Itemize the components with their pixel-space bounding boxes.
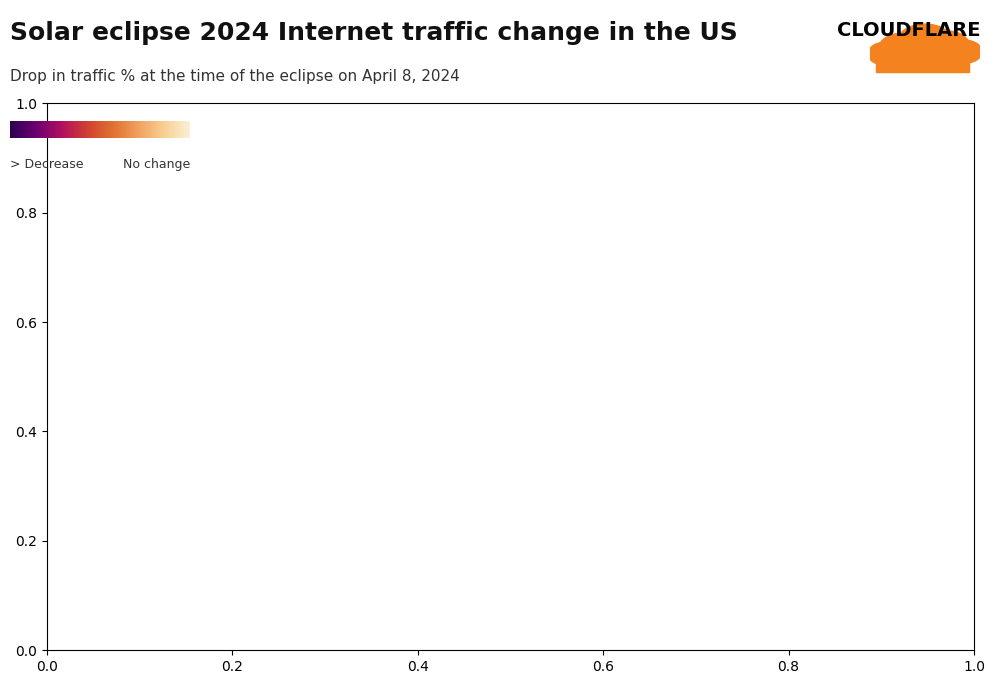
Text: > Decrease: > Decrease (10, 158, 84, 172)
Circle shape (879, 33, 927, 63)
Text: CLOUDFLARE: CLOUDFLARE (836, 21, 980, 40)
Circle shape (945, 40, 982, 63)
Circle shape (868, 42, 905, 65)
Text: Drop in traffic % at the time of the eclipse on April 8, 2024: Drop in traffic % at the time of the ecl… (10, 69, 460, 84)
Text: Solar eclipse 2024 Internet traffic change in the US: Solar eclipse 2024 Internet traffic chan… (10, 21, 738, 45)
Circle shape (898, 24, 952, 59)
Bar (876, 48, 969, 72)
Circle shape (925, 31, 969, 59)
Text: No change: No change (123, 158, 190, 172)
